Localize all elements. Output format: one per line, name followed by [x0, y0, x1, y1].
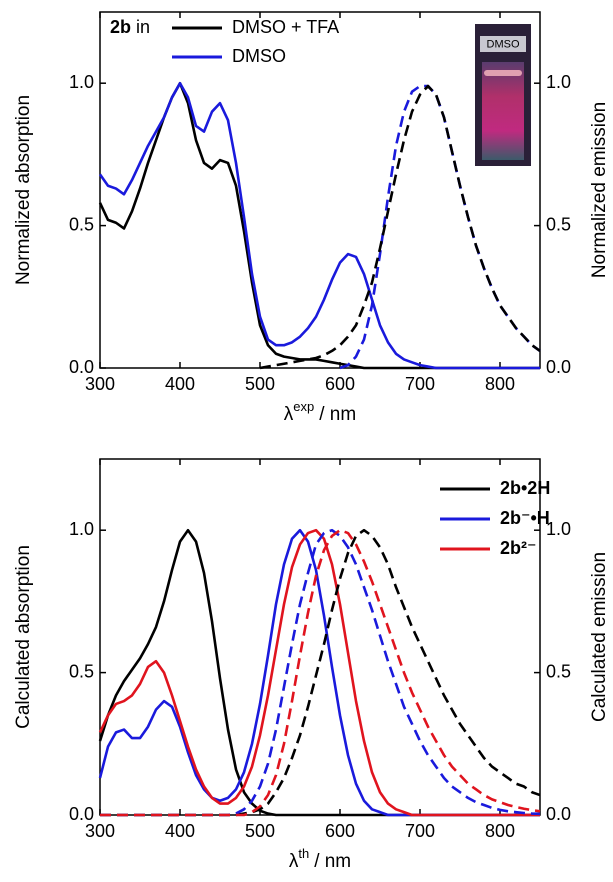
- legend-title-bold: 2b: [110, 17, 131, 37]
- emission-line: [100, 528, 541, 817]
- x-axis-superscript: exp: [293, 399, 314, 414]
- x-tick-label: 800: [485, 374, 515, 394]
- x-tick-label: 400: [165, 374, 195, 394]
- x-tick-label: 500: [245, 821, 275, 841]
- y-tick-label: 1.0: [69, 72, 94, 92]
- x-axis-unit: / nm: [314, 851, 351, 872]
- y-tick-label: 0.0: [69, 804, 94, 824]
- x-tick-label: 600: [325, 821, 355, 841]
- x-axis-label: λth / nm: [289, 846, 351, 872]
- legend-label: 2b•2H: [500, 478, 550, 498]
- absorption-line: [98, 528, 540, 817]
- legend-label: 2b⁻•H: [500, 508, 550, 528]
- x-axis-symbol: λ: [289, 851, 299, 872]
- y-tick-label: 1.0: [69, 519, 94, 539]
- plot-frame: [99, 458, 541, 816]
- legend-label: 2b²⁻: [500, 538, 537, 558]
- x-axis-symbol: λ: [284, 404, 294, 425]
- legend-label: DMSO + TFA: [232, 17, 339, 37]
- x-tick-label: 400: [165, 821, 195, 841]
- photo-vial: [482, 62, 524, 160]
- x-tick-label: 500: [245, 374, 275, 394]
- y2-tick-label: 1.0: [546, 519, 571, 539]
- inset-label: DMSO: [487, 38, 520, 50]
- x-tick-label: 300: [85, 374, 115, 394]
- x-tick-label: 300: [85, 821, 115, 841]
- legend-title-text: in: [136, 17, 150, 37]
- y2-tick-label: 0.0: [546, 357, 571, 377]
- absorption-line: [98, 528, 540, 817]
- x-axis-label: λexp / nm: [284, 399, 356, 425]
- legend-label: DMSO: [232, 46, 286, 66]
- plot-frame: [99, 11, 541, 369]
- emission-line: [259, 84, 541, 370]
- y2-tick-label: 0.5: [546, 661, 571, 681]
- absorption-line: [98, 81, 540, 370]
- legend-title: 2b in: [110, 17, 150, 37]
- y2-axis-label: Normalized emission: [589, 102, 610, 278]
- inset-photo: DMSO: [475, 24, 531, 166]
- y2-axis-label: Calculated emission: [589, 552, 610, 722]
- y-tick-label: 0.5: [69, 661, 94, 681]
- absorption-line: [98, 528, 540, 817]
- absorption-line: [98, 81, 540, 370]
- emission-line: [100, 528, 541, 817]
- x-tick-label: 700: [405, 374, 435, 394]
- y2-tick-label: 1.0: [546, 72, 571, 92]
- emission-line: [100, 528, 541, 817]
- photo-tag: [480, 36, 526, 52]
- x-tick-label: 700: [405, 821, 435, 841]
- y2-tick-label: 0.5: [546, 214, 571, 234]
- x-tick-label: 800: [485, 821, 515, 841]
- y-tick-label: 0.0: [69, 357, 94, 377]
- x-axis-superscript: th: [298, 846, 309, 861]
- y2-tick-label: 0.0: [546, 804, 571, 824]
- photo-meniscus: [484, 70, 522, 76]
- y-axis-label: Normalized absorption: [13, 95, 34, 285]
- y-axis-label: Calculated absorption: [13, 545, 34, 729]
- y-tick-label: 0.5: [69, 214, 94, 234]
- x-axis-unit: / nm: [319, 404, 356, 425]
- x-tick-label: 600: [325, 374, 355, 394]
